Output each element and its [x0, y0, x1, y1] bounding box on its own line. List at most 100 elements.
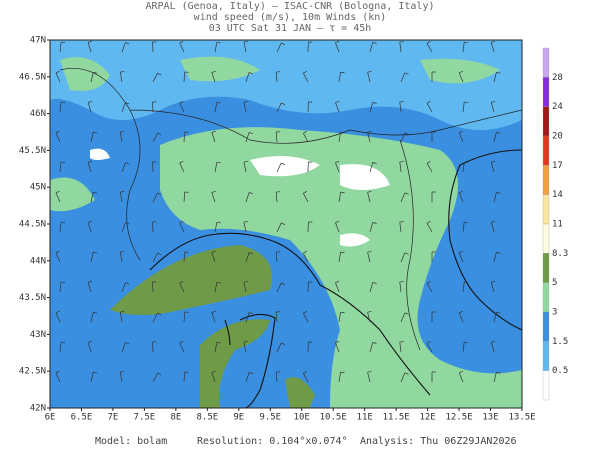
wind-barb-flag: [281, 222, 285, 225]
wind-barb: [87, 282, 92, 293]
colorbar-swatch: [542, 253, 550, 283]
wind-barb-flag: [281, 102, 285, 105]
wind-barb-flag: [216, 101, 221, 104]
wind-barb-flag: [243, 41, 248, 43]
wind-barb-flag: [93, 371, 98, 374]
wind-barb-flag: [491, 280, 496, 283]
wind-barb: [367, 372, 371, 383]
colorbar-swatch: [542, 311, 550, 342]
wind-barb: [55, 252, 61, 263]
lat-label: 43N: [30, 330, 46, 340]
wind-barb: [119, 252, 123, 263]
wind-barb-flag: [426, 221, 431, 224]
wind-barb: [275, 372, 278, 383]
wind-barb: [399, 342, 402, 353]
wind-barb-flag: [248, 252, 254, 255]
wind-barb: [214, 162, 218, 173]
wind-barb: [183, 251, 186, 263]
colorbar-label: 20: [552, 132, 563, 142]
wind-barb: [367, 252, 371, 263]
wind-barb-flag: [303, 250, 308, 254]
wind-barb-flag: [157, 72, 162, 76]
wind-barb: [493, 252, 497, 263]
wind-barb: [59, 102, 62, 113]
wind-barb-flag: [404, 192, 409, 195]
lat-label: 45N: [30, 183, 46, 193]
wind-barb-flag: [157, 312, 162, 316]
wind-barb-flag: [496, 71, 501, 74]
wind-barb: [183, 131, 186, 143]
wind-barb: [490, 42, 495, 53]
wind-barb: [338, 192, 341, 203]
wind-barb: [243, 102, 247, 113]
wind-barb-flag: [87, 220, 93, 223]
wind-barb: [493, 312, 497, 323]
wind-barb-flag: [87, 40, 93, 43]
wind-barb: [214, 42, 218, 53]
wind-barb: [243, 282, 247, 293]
wind-barb: [335, 222, 340, 233]
wind-barb: [183, 191, 186, 203]
wind-barb: [458, 372, 464, 383]
wind-barb-flag: [211, 250, 216, 253]
wind-barb: [152, 281, 154, 293]
axes: 47N 46.5N 46N 45.5N 45N 44.5N 44N 43.5N 43N 42.5N…: [19, 36, 536, 423]
wind-barb-flag: [93, 71, 98, 74]
wind-barb: [490, 222, 495, 233]
wind-barb-flag: [216, 161, 221, 164]
wind-barb-flag: [157, 372, 162, 376]
lon-label: 11.5E: [383, 413, 410, 423]
wind-barb-flag: [426, 101, 431, 104]
wind-barb-flag: [120, 131, 125, 133]
wind-barb-flag: [335, 160, 340, 163]
wind-barb: [119, 192, 123, 203]
lat-label: 43.5N: [19, 293, 46, 303]
wind-barb: [426, 43, 433, 53]
wind-barb-flag: [87, 280, 93, 283]
wind-barb: [335, 282, 340, 293]
colorbar-swatch: [542, 47, 550, 78]
wind-barb-flag: [179, 340, 184, 344]
wind-barb-flag: [491, 340, 496, 343]
wind-barb-flag: [426, 41, 431, 44]
wind-barb: [490, 102, 495, 113]
wind-barb-flag: [340, 311, 345, 314]
colorbar-label: 1.5: [552, 337, 568, 347]
wind-barb: [179, 222, 185, 233]
wind-barb: [179, 42, 185, 53]
header-line: ARPAL (Genoa, Italy) — ISAC-CNR (Bologna…: [146, 1, 435, 12]
wind-barb-flag: [216, 221, 221, 224]
wind-barb: [458, 192, 464, 203]
lon-label: 10E: [294, 413, 310, 423]
wind-barb: [493, 132, 497, 143]
lat-label: 46N: [30, 109, 46, 119]
wind-barb: [490, 162, 495, 173]
wind-barb-flag: [243, 101, 248, 103]
wind-barb: [276, 162, 282, 173]
header-line: wind speed (m/s), 10m Winds (kn): [194, 12, 387, 23]
wind-barb-flag: [303, 70, 308, 74]
wind-barb-flag: [93, 251, 98, 254]
wind-barb-flag: [125, 162, 130, 165]
wind-barb: [55, 192, 61, 203]
colorbar-label: 24: [552, 102, 563, 112]
wind-barb-flag: [372, 282, 377, 284]
map-field: [50, 40, 522, 408]
wind-barb: [275, 312, 278, 323]
wind-barb: [462, 282, 465, 293]
wind-barb: [87, 222, 92, 233]
wind-barb: [493, 72, 497, 83]
wind-barb-flag: [404, 372, 409, 375]
wind-barb-flag: [496, 191, 501, 194]
wind-barb: [462, 162, 465, 173]
wind-barb: [245, 252, 250, 263]
wind-barb-flag: [157, 252, 162, 256]
wind-barb: [211, 72, 216, 83]
wind-barb: [426, 223, 433, 233]
wind-barb-flag: [491, 40, 496, 43]
wind-barb-flag: [404, 312, 409, 315]
wind-barb: [87, 162, 92, 173]
wind-barb-flag: [367, 250, 372, 253]
wind-barb: [367, 132, 371, 143]
field-zone: [110, 245, 315, 408]
